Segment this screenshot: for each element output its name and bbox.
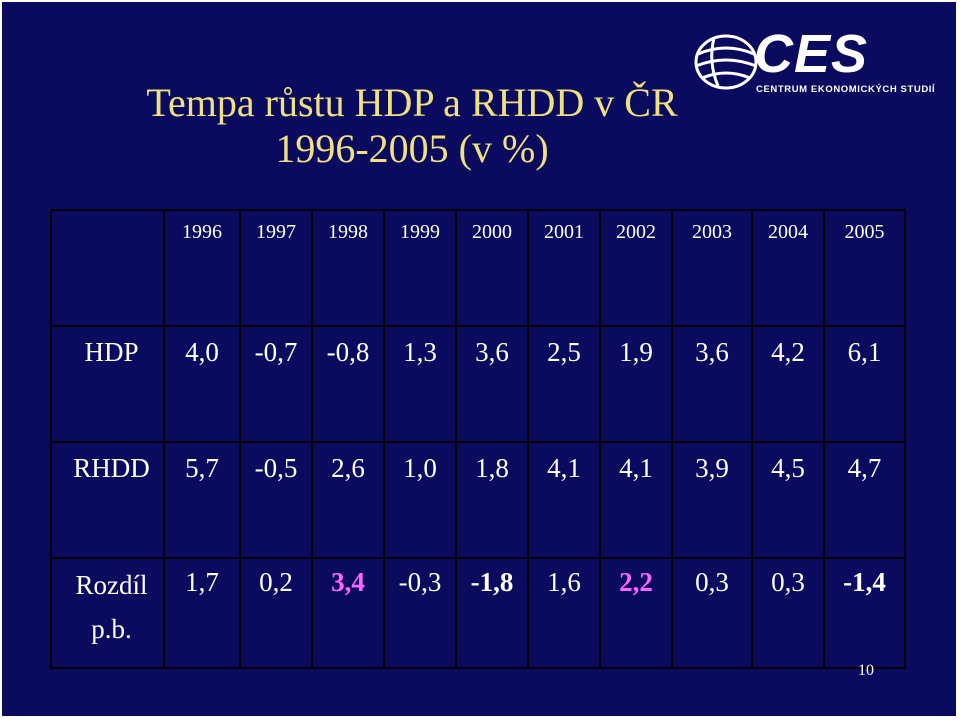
title-line-2: 1996-2005 (v %) <box>275 126 549 171</box>
year-header: 1996 <box>163 209 241 327</box>
table-cell: 1,6 <box>527 557 601 669</box>
table-cell: 5,7 <box>163 441 241 559</box>
year-header: 2005 <box>823 209 906 327</box>
row-label-line-1: Rozdíl <box>75 570 148 600</box>
row-label: Rozdíl p.b. <box>50 557 165 669</box>
table-cell: 1,8 <box>455 441 529 559</box>
year-header: 2000 <box>455 209 529 327</box>
header-empty-cell <box>50 209 165 327</box>
table-cell: 4,1 <box>527 441 601 559</box>
slide-title: Tempa růstu HDP a RHDD v ČR 1996-2005 (v… <box>2 80 822 172</box>
year-header: 2002 <box>599 209 673 327</box>
table-cell: -0,8 <box>311 325 385 443</box>
table-row-hdp: HDP 4,0 -0,7 -0,8 1,3 3,6 2,5 1,9 3,6 4,… <box>50 325 906 443</box>
globe-logo-icon <box>694 34 758 90</box>
logo-subtitle: CENTRUM EKONOMICKÝCH STUDIÍ <box>756 84 936 95</box>
row-label: HDP <box>50 325 165 443</box>
table-cell-bold: -1,4 <box>823 557 906 669</box>
year-header: 1999 <box>383 209 457 327</box>
table-cell: -0,5 <box>239 441 313 559</box>
table-cell: 1,7 <box>163 557 241 669</box>
logo-wordmark: CES <box>754 24 869 84</box>
table-cell: 1,9 <box>599 325 673 443</box>
table-cell: -0,7 <box>239 325 313 443</box>
table-row-difference: Rozdíl p.b. 1,7 0,2 3,4 -0,3 -1,8 1,6 2,2… <box>50 557 906 669</box>
growth-table: 1996 1997 1998 1999 2000 2001 2002 2003 … <box>50 209 906 669</box>
table-cell: 3,6 <box>455 325 529 443</box>
table-cell: 0,3 <box>751 557 825 669</box>
table-cell: 4,7 <box>823 441 906 559</box>
table-cell: 3,9 <box>671 441 753 559</box>
page-number: 10 <box>858 662 874 679</box>
table-cell: 1,0 <box>383 441 457 559</box>
table-cell: 2,6 <box>311 441 385 559</box>
table-cell: 1,3 <box>383 325 457 443</box>
table-cell: 4,5 <box>751 441 825 559</box>
year-header: 2001 <box>527 209 601 327</box>
table-cell: 0,2 <box>239 557 313 669</box>
table-cell: 4,2 <box>751 325 825 443</box>
year-header: 1998 <box>311 209 385 327</box>
table-cell-highlight: 2,2 <box>599 557 673 669</box>
row-label: RHDD <box>50 441 165 559</box>
table-cell: 4,0 <box>163 325 241 443</box>
table-cell-bold: -1,8 <box>455 557 529 669</box>
table-cell: 4,1 <box>599 441 673 559</box>
row-label-line-2: p.b. <box>91 614 132 644</box>
table-row-rhdd: RHDD 5,7 -0,5 2,6 1,0 1,8 4,1 4,1 3,9 4,… <box>50 441 906 559</box>
table-cell: 6,1 <box>823 325 906 443</box>
table-cell: 3,6 <box>671 325 753 443</box>
year-header: 2003 <box>671 209 753 327</box>
table-cell: 0,3 <box>671 557 753 669</box>
title-line-1: Tempa růstu HDP a RHDD v ČR <box>146 80 678 125</box>
year-header: 2004 <box>751 209 825 327</box>
table-cell-highlight: 3,4 <box>311 557 385 669</box>
table-cell: -0,3 <box>383 557 457 669</box>
table-cell: 2,5 <box>527 325 601 443</box>
table-header-row: 1996 1997 1998 1999 2000 2001 2002 2003 … <box>50 209 906 327</box>
year-header: 1997 <box>239 209 313 327</box>
